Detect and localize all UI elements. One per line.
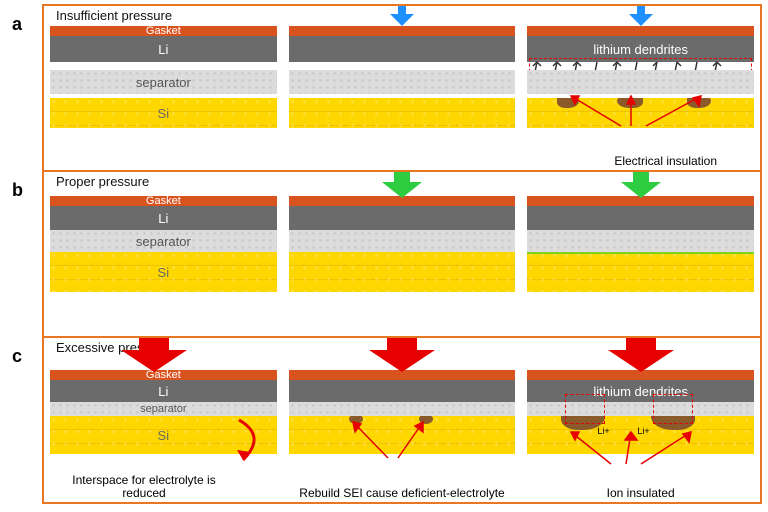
row-a: a Insufficient pressure Gasket Li separa…: [44, 6, 760, 172]
label-si: Si: [158, 428, 170, 443]
figure-frame: a Insufficient pressure Gasket Li separa…: [42, 4, 762, 504]
arrow-c1: [119, 338, 189, 372]
layer-sep: separator: [50, 70, 277, 94]
caption-c3: Ion insulated: [561, 487, 720, 500]
label-si: Si: [158, 265, 170, 280]
caption-c1: Interspace for electrolyte is reduced: [54, 474, 234, 500]
arrow-a3: [627, 6, 655, 26]
green-interface: [527, 252, 754, 254]
label-si: Si: [158, 106, 170, 121]
dendrite-box-c1: [565, 394, 605, 424]
row-c: c Excessive pressure Gasket Li separator…: [44, 338, 760, 502]
label-gasket: Gasket: [146, 26, 181, 36]
dendrites-label-c: lithium dendrites: [527, 384, 754, 399]
cell-a3: lithium dendrites: [521, 6, 760, 170]
stack-a2: [289, 26, 516, 128]
label-gasket: Gasket: [146, 196, 181, 206]
cell-c1: Excessive pressure Gasket Li separator S…: [44, 338, 283, 502]
row-label-a: a: [12, 14, 22, 35]
stack-b2: [289, 196, 516, 292]
red-arrows-c3: [531, 422, 741, 472]
arrow-b2: [380, 172, 424, 198]
row-label-b: b: [12, 180, 23, 201]
stack-a1: Gasket Li separator Si: [50, 26, 277, 128]
stack-b3: [527, 196, 754, 292]
cell-c2: Rebuild SEI cause deficient-electrolyte: [283, 338, 522, 502]
layer-si: Si: [50, 98, 277, 128]
red-arrows-c2: [303, 416, 503, 466]
layer-li: Li: [50, 36, 277, 62]
label-li: Li: [158, 42, 168, 57]
caption-c2: Rebuild SEI cause deficient-electrolyte: [293, 487, 512, 500]
cell-b3: [521, 172, 760, 336]
label-sep: separator: [136, 234, 191, 249]
title-b: Proper pressure: [56, 174, 149, 189]
caption-a3: Electrical insulation: [581, 155, 750, 168]
curved-arrow-c1: [233, 416, 273, 466]
cell-a2: [283, 6, 522, 170]
arrow-c3: [606, 338, 676, 372]
row-label-c: c: [12, 346, 22, 367]
red-arrows-a: [531, 84, 741, 134]
label-sep: separator: [140, 403, 186, 415]
row-b: b Proper pressure Gasket Li separator Si: [44, 172, 760, 338]
cell-b1: Proper pressure Gasket Li separator Si: [44, 172, 283, 336]
layer-gasket: Gasket: [50, 26, 277, 36]
cell-a1: Insufficient pressure Gasket Li separato…: [44, 6, 283, 170]
label-li: Li: [158, 211, 168, 226]
cell-b2: [283, 172, 522, 336]
dendrites-label-a: lithium dendrites: [527, 42, 754, 57]
label-li: Li: [158, 384, 168, 399]
label-sep: separator: [136, 75, 191, 90]
arrow-a2: [388, 6, 416, 26]
cell-c3: lithium dendrites Li+ Li+ Io: [521, 338, 760, 502]
stack-b1: Gasket Li separator Si: [50, 196, 277, 292]
title-a: Insufficient pressure: [56, 8, 172, 23]
dendrite-box-c2: [653, 394, 693, 424]
arrow-c2: [367, 338, 437, 372]
arrow-b3: [619, 172, 663, 198]
